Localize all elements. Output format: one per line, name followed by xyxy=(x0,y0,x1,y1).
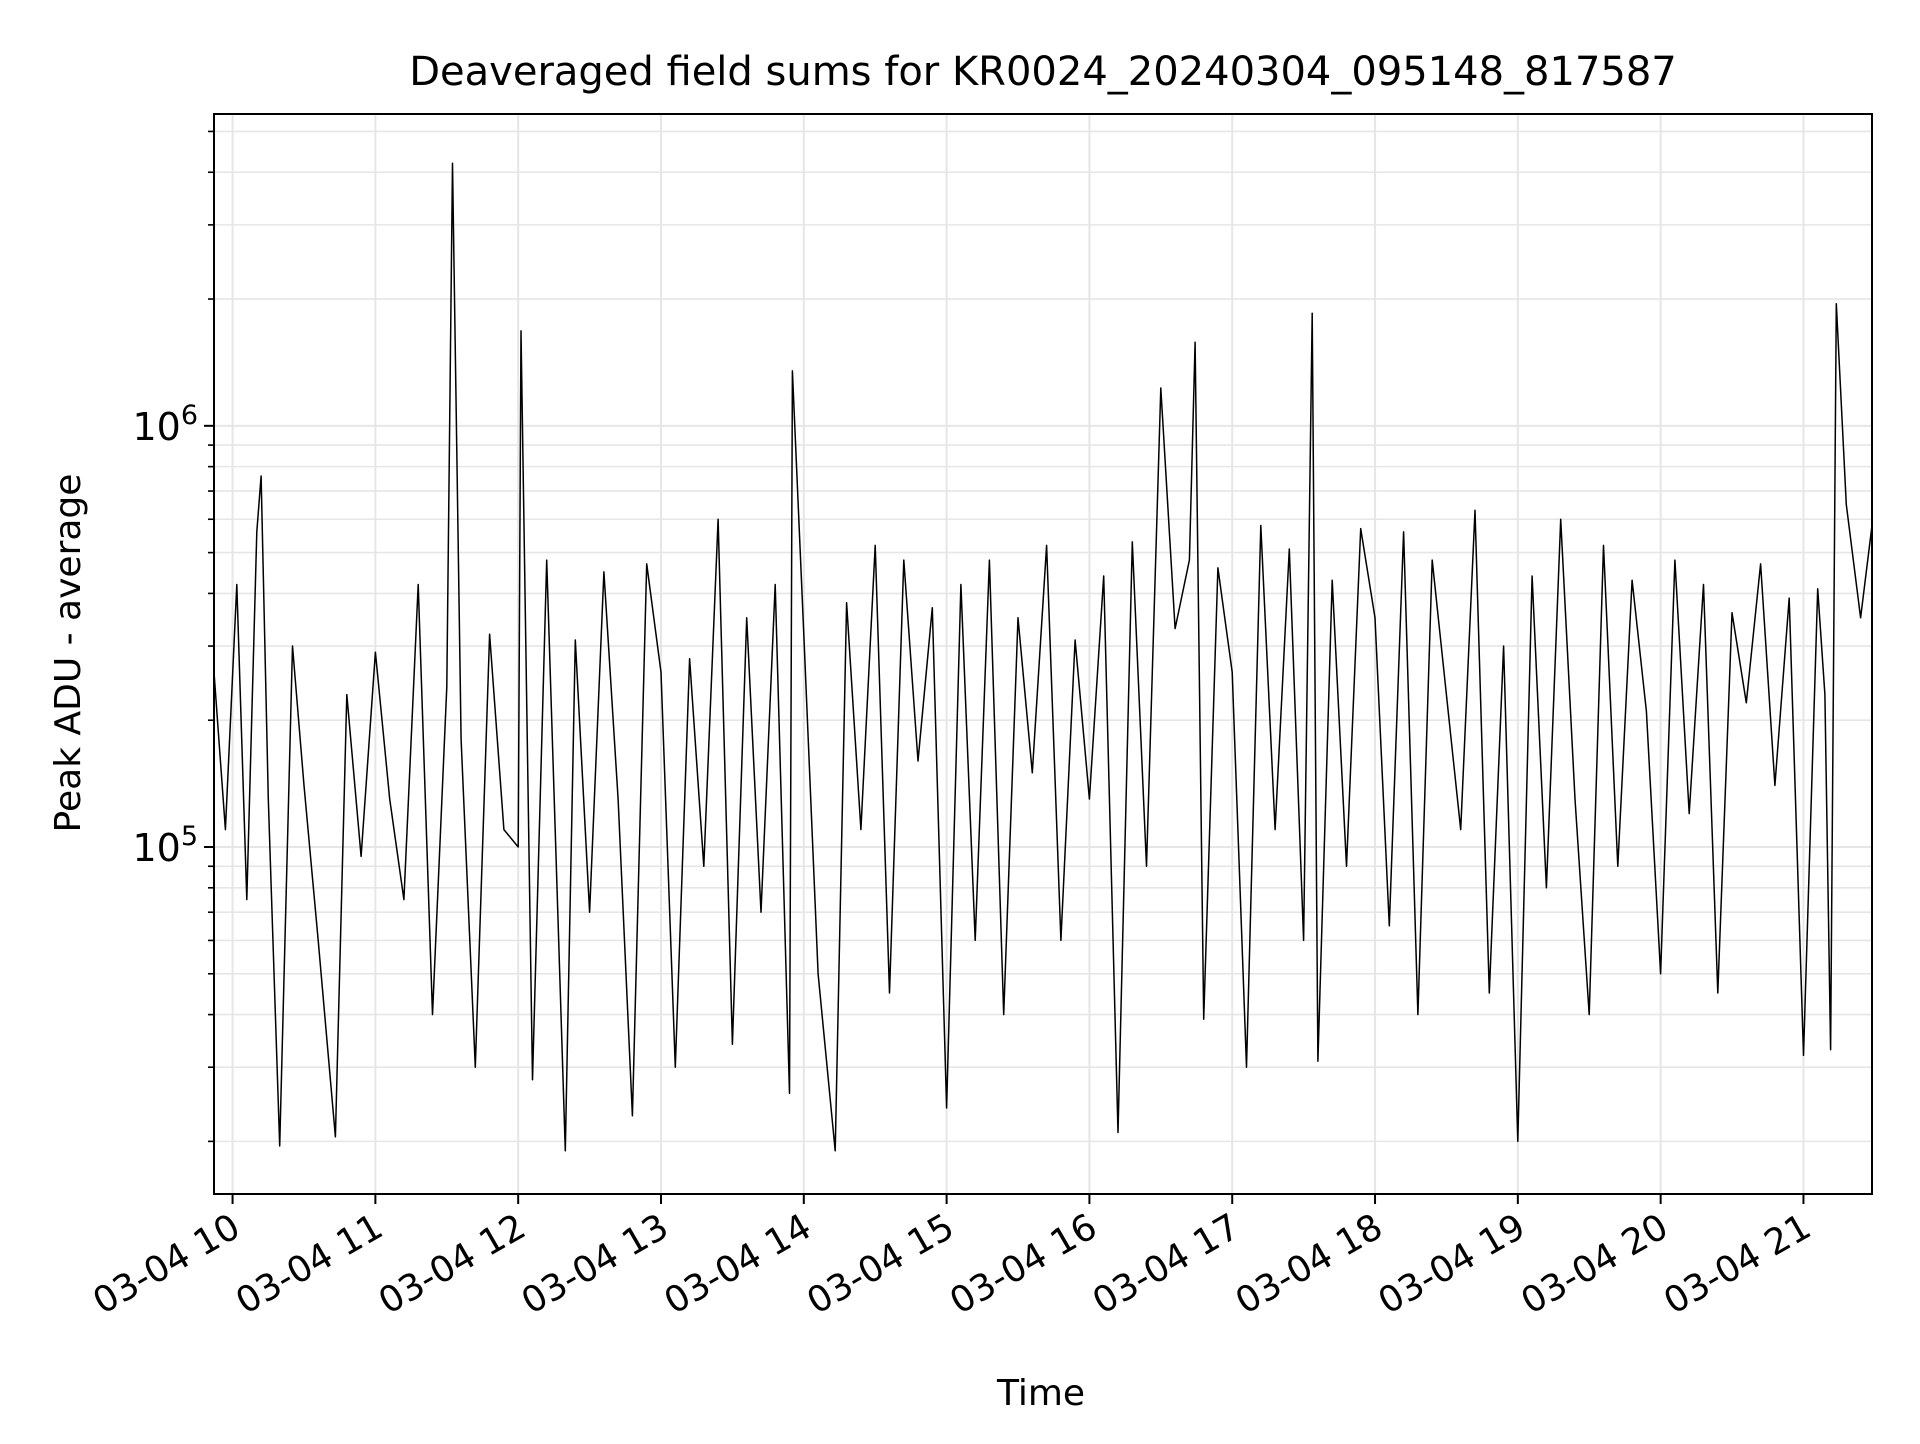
y-axis-label: Peak ADU - average xyxy=(48,474,89,833)
series-layer xyxy=(213,162,1873,1152)
plot-frame xyxy=(213,113,1873,1195)
chart-title: Deaveraged field sums for KR0024_2024030… xyxy=(409,49,1677,95)
major-gridlines xyxy=(214,114,1872,1194)
y-axis: 105 106 xyxy=(132,130,214,1143)
y-tick-label: 106 xyxy=(132,400,198,449)
x-axis-label: Time xyxy=(996,1373,1085,1414)
series-line xyxy=(213,162,1873,1152)
y-tick-label: 105 xyxy=(132,821,198,870)
